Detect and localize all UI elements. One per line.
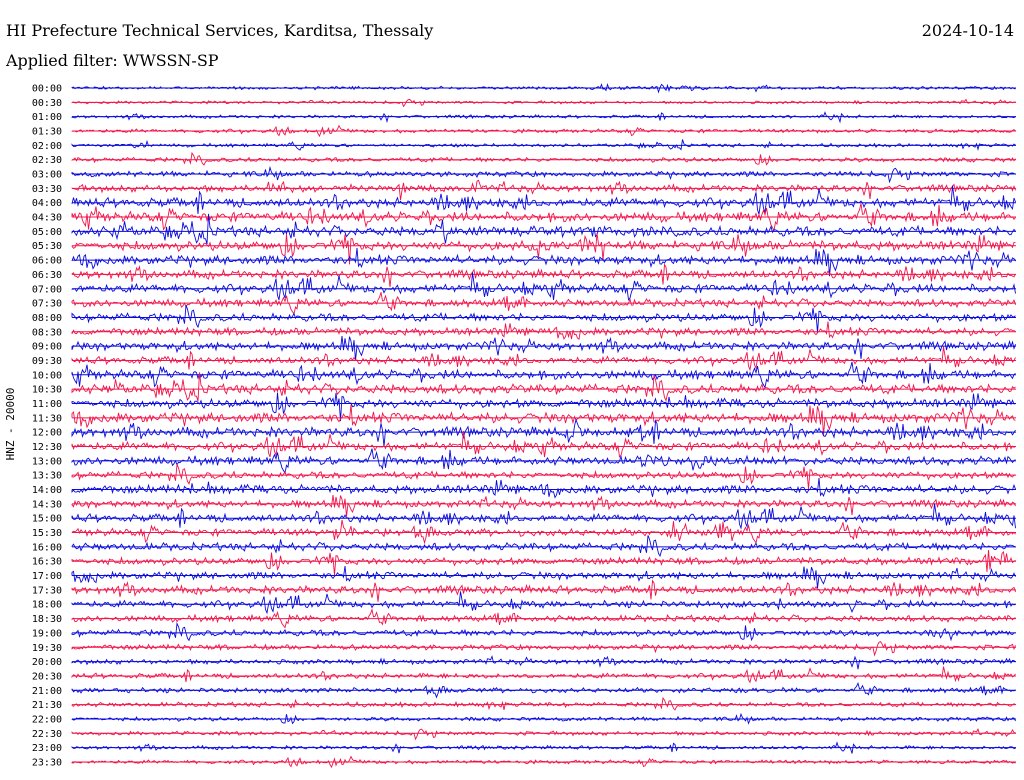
row-time-label: 08:00 [32, 313, 62, 324]
row-time-label: 07:30 [32, 299, 62, 310]
seismogram-trace [71, 666, 1016, 684]
seismogram-trace [71, 535, 1016, 558]
row-time-label: 15:00 [32, 514, 62, 525]
row-time-label: 12:00 [32, 428, 62, 439]
row-time-label: 09:00 [32, 342, 62, 353]
row-time-label: 02:30 [32, 155, 62, 166]
seismogram-trace [71, 165, 1016, 184]
row-time-label: 03:00 [32, 170, 62, 181]
seismogram-trace [71, 305, 1016, 334]
row-time-label: 20:00 [32, 657, 62, 668]
row-time-label: 10:30 [32, 385, 62, 396]
row-time-label: 11:00 [32, 399, 62, 410]
row-time-label: 22:30 [32, 729, 62, 740]
row-time-label: 00:00 [32, 84, 62, 95]
row-time-label: 20:30 [32, 671, 62, 682]
filter-label: Applied filter: WWSSN-SP [6, 51, 219, 70]
seismogram-trace [71, 361, 1016, 389]
seismogram-trace [71, 213, 1016, 245]
row-time-label: 17:00 [32, 571, 62, 582]
row-time-label: 21:30 [32, 700, 62, 711]
seismogram-trace [71, 346, 1016, 372]
row-time-label: 15:30 [32, 528, 62, 539]
row-time-label: 14:30 [32, 499, 62, 510]
seismogram-trace [71, 372, 1016, 402]
seismogram-trace [71, 503, 1016, 530]
seismogram-trace [71, 728, 1016, 741]
seismogram-trace [71, 232, 1016, 265]
row-time-label: 22:00 [32, 714, 62, 725]
seismogram-trace [71, 418, 1016, 448]
row-time-label: 16:00 [32, 542, 62, 553]
seismogram-trace [71, 565, 1016, 589]
row-time-label: 02:00 [32, 141, 62, 152]
row-time-label: 04:00 [32, 198, 62, 209]
row-time-label: 16:30 [32, 557, 62, 568]
seismogram-trace [71, 321, 1016, 340]
row-time-label: 07:00 [32, 284, 62, 295]
seismogram-trace [71, 464, 1016, 490]
seismogram-trace [71, 655, 1016, 670]
record-date: 2024-10-14 [921, 21, 1014, 40]
row-time-label: 21:00 [32, 686, 62, 697]
row-time-label: 06:00 [32, 256, 62, 267]
seismogram-trace [71, 549, 1016, 576]
seismogram-trace [71, 641, 1016, 657]
station-title: HI Prefecture Technical Services, Kardit… [6, 21, 434, 40]
row-time-label: 03:30 [32, 184, 62, 195]
seismogram-trace [71, 579, 1016, 602]
row-time-label: 14:00 [32, 485, 62, 496]
seismogram-trace [71, 247, 1016, 277]
row-time-label: 23:30 [32, 757, 62, 768]
row-time-label: 18:00 [32, 600, 62, 611]
row-time-label: 23:00 [32, 743, 62, 754]
row-time-label: 09:30 [32, 356, 62, 367]
row-time-label: 18:30 [32, 614, 62, 625]
row-time-label: 06:30 [32, 270, 62, 281]
seismogram-trace [71, 98, 1016, 108]
seismogram-trace [71, 430, 1016, 458]
row-time-label: 04:30 [32, 213, 62, 224]
seismogram-trace [71, 591, 1016, 615]
seismogram-trace [71, 179, 1016, 200]
row-time-label: 10:00 [32, 370, 62, 381]
seismogram-trace [71, 478, 1016, 499]
row-time-label: 05:30 [32, 241, 62, 252]
seismogram-trace [71, 712, 1016, 725]
seismogram-trace [71, 494, 1016, 517]
row-time-label: 19:30 [32, 643, 62, 654]
seismogram-trace [71, 151, 1016, 166]
row-time-label: 13:00 [32, 456, 62, 467]
seismogram-trace [71, 336, 1016, 361]
row-time-label: 00:30 [32, 98, 62, 109]
seismogram-trace [71, 696, 1016, 711]
row-time-label: 08:30 [32, 327, 62, 338]
seismogram-trace [71, 621, 1016, 642]
seismogram-trace [71, 263, 1016, 288]
row-time-label: 05:00 [32, 227, 62, 238]
row-time-label: 19:00 [32, 628, 62, 639]
row-time-label: 12:30 [32, 442, 62, 453]
seismogram-trace [71, 139, 1016, 151]
row-time-label: 11:30 [32, 413, 62, 424]
seismogram-trace [71, 519, 1016, 545]
seismogram-trace [71, 392, 1016, 422]
row-time-label: 13:30 [32, 471, 62, 482]
row-time-label: 17:30 [32, 585, 62, 596]
row-time-label: 01:30 [32, 127, 62, 138]
row-time-label: 01:00 [32, 112, 62, 123]
